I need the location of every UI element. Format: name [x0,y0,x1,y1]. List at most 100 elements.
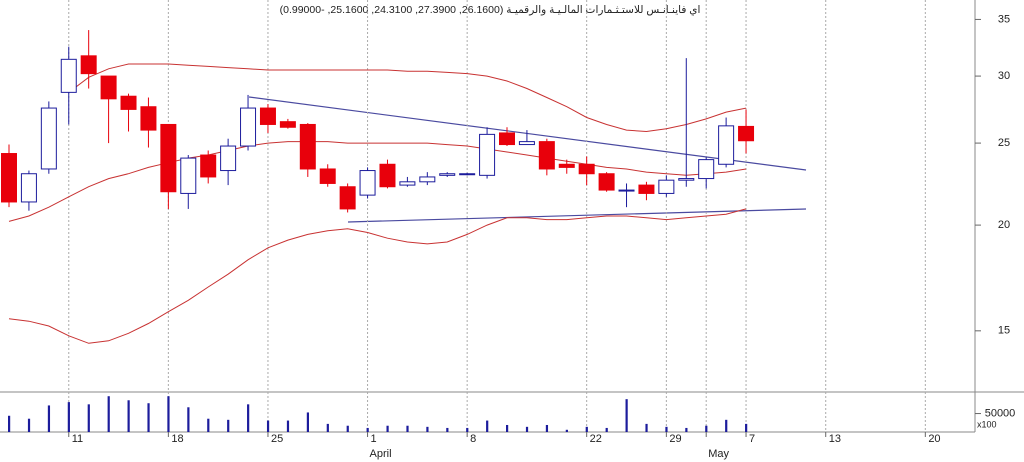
volume-bar [545,424,549,432]
volume-bar [466,427,469,432]
candle-body [20,173,37,203]
x-tick-label: 18 [171,433,183,445]
x-tick-label: 1 [371,433,377,445]
candle-body [80,55,97,75]
volume-bar [525,426,529,432]
volume-bar [147,403,150,432]
volume-bar [605,427,608,432]
candle-body [618,189,635,192]
volume-bar [207,418,210,432]
candle-body [678,178,695,181]
volume-bar [167,396,170,432]
volume-bar [227,419,230,432]
candle-body [180,157,197,194]
x-tick-label: 29 [669,433,681,445]
trend-line [248,96,807,171]
band-line [8,141,747,222]
candle-body [279,121,296,128]
volume-bar [725,419,728,432]
band-line [8,208,747,344]
y-tick-label: 15 [998,325,1010,337]
volume-bar [47,405,51,432]
candle-body [459,173,476,176]
volume-bar [625,399,628,432]
volume-bar [705,425,708,432]
volume-bar [506,424,509,432]
candle-body [518,141,535,146]
volume-bar [306,412,309,432]
y-tick-label: 30 [998,70,1010,82]
volume-unit: x100 [977,419,997,429]
candle-body [638,184,655,194]
volume-bar [486,420,489,432]
candle-body [658,179,675,194]
volume-bar [665,426,668,432]
y-tick-label: 20 [998,219,1010,231]
candle-body [339,186,356,210]
volume-bar [406,425,409,432]
candle-body [538,141,555,170]
candle-body [359,170,376,196]
candle-body [419,176,436,183]
candle-body [1,153,17,203]
candle-body [379,163,396,188]
x-tick-label: 22 [590,433,602,445]
volume-bar [107,396,110,432]
candle-body [299,123,316,170]
x-tick-label: 25 [271,433,283,445]
volume-bar [565,429,568,432]
candle-body [698,159,715,180]
candle-body [499,132,515,146]
volume-bar [127,400,130,432]
volume-bar [187,407,190,432]
volume-bar [286,420,290,432]
x-tick-label: 11 [72,433,83,445]
volume-bar [585,426,588,432]
volume-bar [366,427,369,432]
candle-body [399,181,416,186]
volume-bar [685,427,688,432]
volume-bar [346,425,349,432]
band-line [68,63,747,133]
candle-body [718,125,735,165]
volume-bar [645,423,648,432]
candle-body [259,107,276,125]
volume-bar [426,426,429,432]
volume-bar [446,427,449,432]
candle-body [598,173,615,191]
candle-body [220,145,237,172]
candle-body [200,154,217,178]
trend-line [347,208,807,223]
candle-body [240,107,257,147]
month-label: May [708,448,729,460]
month-label: April [370,448,392,460]
volume-bar [326,423,329,432]
volume-bar [745,423,748,432]
candle-body [160,123,177,193]
y-tick-label: 25 [998,137,1010,149]
volume-bar [386,425,389,432]
x-tick-label: 13 [829,433,841,445]
x-tick-label: 8 [470,433,476,445]
candle-body [558,163,575,168]
y-tick-label: 35 [998,13,1010,25]
volume-bar [27,418,31,432]
candle-body [439,173,456,176]
candle-body [120,95,137,110]
candle-body [578,163,595,175]
candle-body [140,106,157,131]
candle-body [60,58,77,93]
candle-body [479,133,496,176]
candle-body [738,125,755,142]
candle-body [100,75,117,100]
volume-bar [266,420,270,432]
x-tick-label: 7 [749,433,755,445]
x-tick-label: 20 [928,433,940,445]
candle-body [40,107,57,170]
volume-bar [247,404,250,432]
volume-bar [87,404,90,432]
volume-bar [67,402,70,432]
